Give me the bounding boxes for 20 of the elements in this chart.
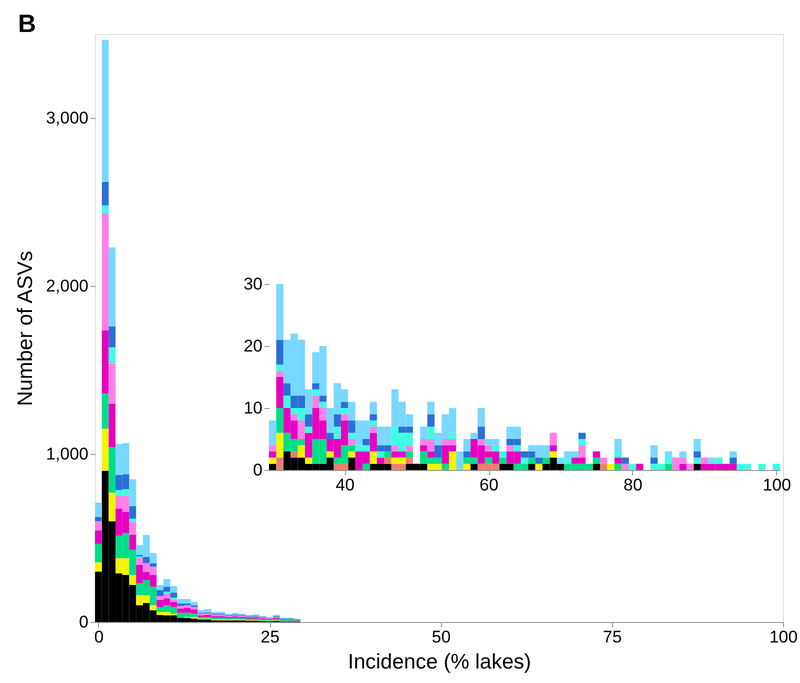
y-axis-title: Number of ASVs bbox=[14, 250, 37, 406]
y-tick-label: 10 bbox=[244, 398, 262, 418]
y-tick-label: 2,000 bbox=[46, 276, 88, 296]
y-tick-label: 0 bbox=[79, 612, 88, 632]
x-tick-label: 0 bbox=[94, 628, 104, 646]
x-axis-title: Incidence (% lakes) bbox=[348, 650, 532, 674]
x-tick-label: 60 bbox=[480, 476, 498, 494]
x-tick-label: 100 bbox=[762, 476, 792, 494]
x-tick-label: 75 bbox=[602, 628, 622, 646]
y-tick-label: 30 bbox=[244, 274, 262, 294]
y-tick-label: 0 bbox=[253, 460, 262, 480]
x-tick-label: 50 bbox=[432, 628, 451, 646]
y-tick-label: 20 bbox=[244, 336, 262, 356]
x-tick-label: 100 bbox=[769, 628, 798, 646]
y-tick-label: 3,000 bbox=[46, 108, 88, 128]
y-tick-label: 1,000 bbox=[46, 444, 88, 464]
x-tick-label: 40 bbox=[336, 476, 355, 494]
x-tick-label: 80 bbox=[623, 476, 642, 494]
x-tick-label: 25 bbox=[260, 628, 280, 646]
chart-title: B bbox=[18, 10, 36, 38]
